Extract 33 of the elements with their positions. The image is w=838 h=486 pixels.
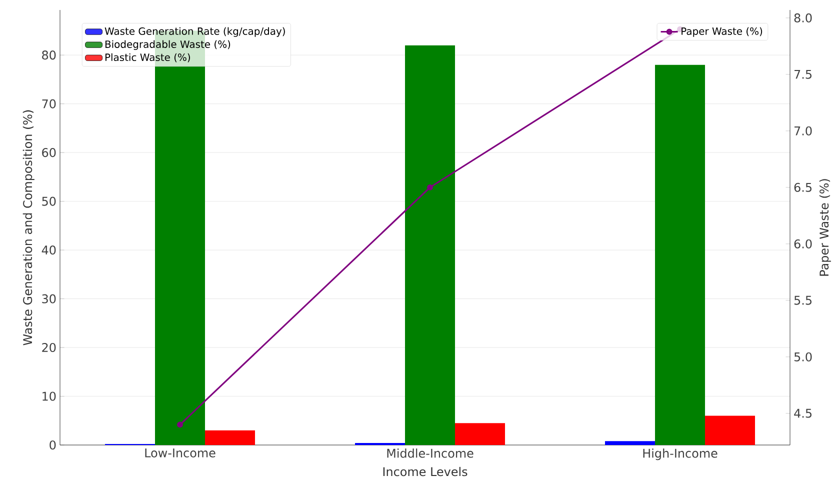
y2-tick-label: 5.5 bbox=[794, 296, 812, 305]
y2-axis-title: Paper Waste (%) bbox=[819, 179, 831, 276]
y2-tick-label: 7.0 bbox=[794, 126, 812, 136]
bar bbox=[405, 45, 456, 445]
x-axis-title: Income Levels bbox=[383, 466, 468, 476]
x-tick-label: High-Income bbox=[643, 448, 718, 460]
y-tick-label: 40 bbox=[42, 246, 56, 255]
x-tick-label: Middle-Income bbox=[387, 448, 474, 458]
legend-label: Waste Generation Rate (kg/cap/day) bbox=[104, 27, 285, 37]
y-axis-title: Waste Generation and Composition (%) bbox=[22, 110, 34, 346]
y2-tick-label: 8.0 bbox=[794, 13, 812, 22]
legend-label: Plastic Waste (%) bbox=[105, 53, 190, 62]
bar bbox=[205, 430, 256, 445]
x-tick-label: Low-Income bbox=[145, 448, 216, 458]
y-tick-label: 50 bbox=[42, 196, 56, 206]
y-tick-label: 10 bbox=[42, 392, 56, 401]
y2-tick-label: 5.0 bbox=[794, 352, 812, 362]
y-tick-label: 60 bbox=[42, 148, 56, 158]
bar bbox=[705, 416, 756, 445]
bar bbox=[605, 441, 656, 445]
legend-label: Biodegradable Waste (%) bbox=[105, 40, 230, 50]
y2-tick-label: 6.5 bbox=[794, 182, 812, 192]
y-tick-label: 70 bbox=[42, 99, 56, 108]
bar bbox=[455, 423, 506, 445]
y2-tick-label: 4.5 bbox=[794, 408, 812, 418]
y-tick-label: 20 bbox=[42, 342, 56, 352]
y-tick-label: 0 bbox=[50, 440, 56, 450]
bar bbox=[655, 64, 706, 445]
legend-label: Paper Waste (%) bbox=[682, 27, 762, 37]
y2-tick-label: 6.0 bbox=[794, 239, 812, 248]
y-tick-label: 30 bbox=[42, 294, 56, 304]
y2-tick-label: 7.5 bbox=[794, 70, 812, 79]
y-tick-label: 80 bbox=[42, 50, 56, 60]
